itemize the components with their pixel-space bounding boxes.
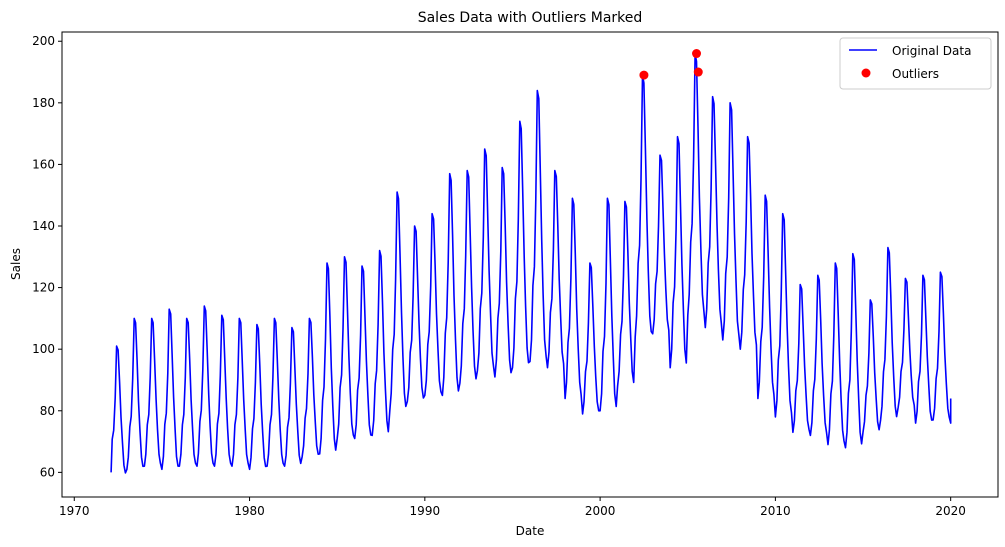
y-tick-label: 200 [32, 34, 55, 48]
outlier-point [693, 67, 703, 77]
x-axis: 1970 1980 1990 2000 2010 2020 [59, 497, 966, 518]
outlier-point [692, 49, 702, 59]
x-tick-label: 1980 [234, 504, 265, 518]
y-tick-label: 60 [40, 465, 55, 479]
x-axis-label: Date [516, 524, 545, 538]
series-line-original-data [110, 52, 952, 474]
x-tick-label: 1990 [410, 504, 441, 518]
y-tick-label: 80 [40, 404, 55, 418]
legend-label-original-data: Original Data [892, 44, 971, 58]
y-tick-label: 140 [32, 219, 55, 233]
outlier-points [639, 49, 703, 80]
x-tick-label: 2000 [585, 504, 616, 518]
x-tick-label: 2010 [760, 504, 791, 518]
y-axis: 60 80 100 120 140 160 180 200 [32, 34, 62, 479]
outlier-point [639, 70, 649, 80]
x-tick-label: 2020 [935, 504, 966, 518]
legend-swatch-outliers [861, 68, 871, 78]
legend: Original Data Outliers [839, 37, 992, 90]
y-tick-label: 100 [32, 342, 55, 356]
y-tick-label: 160 [32, 157, 55, 171]
plot-area [61, 31, 999, 498]
x-tick-label: 1970 [59, 504, 90, 518]
chart-title: Sales Data with Outliers Marked [418, 10, 643, 26]
y-axis-label: Sales [9, 248, 23, 280]
y-tick-label: 180 [32, 96, 55, 110]
legend-box [839, 37, 992, 90]
y-tick-label: 120 [32, 281, 55, 295]
legend-label-outliers: Outliers [892, 67, 939, 81]
